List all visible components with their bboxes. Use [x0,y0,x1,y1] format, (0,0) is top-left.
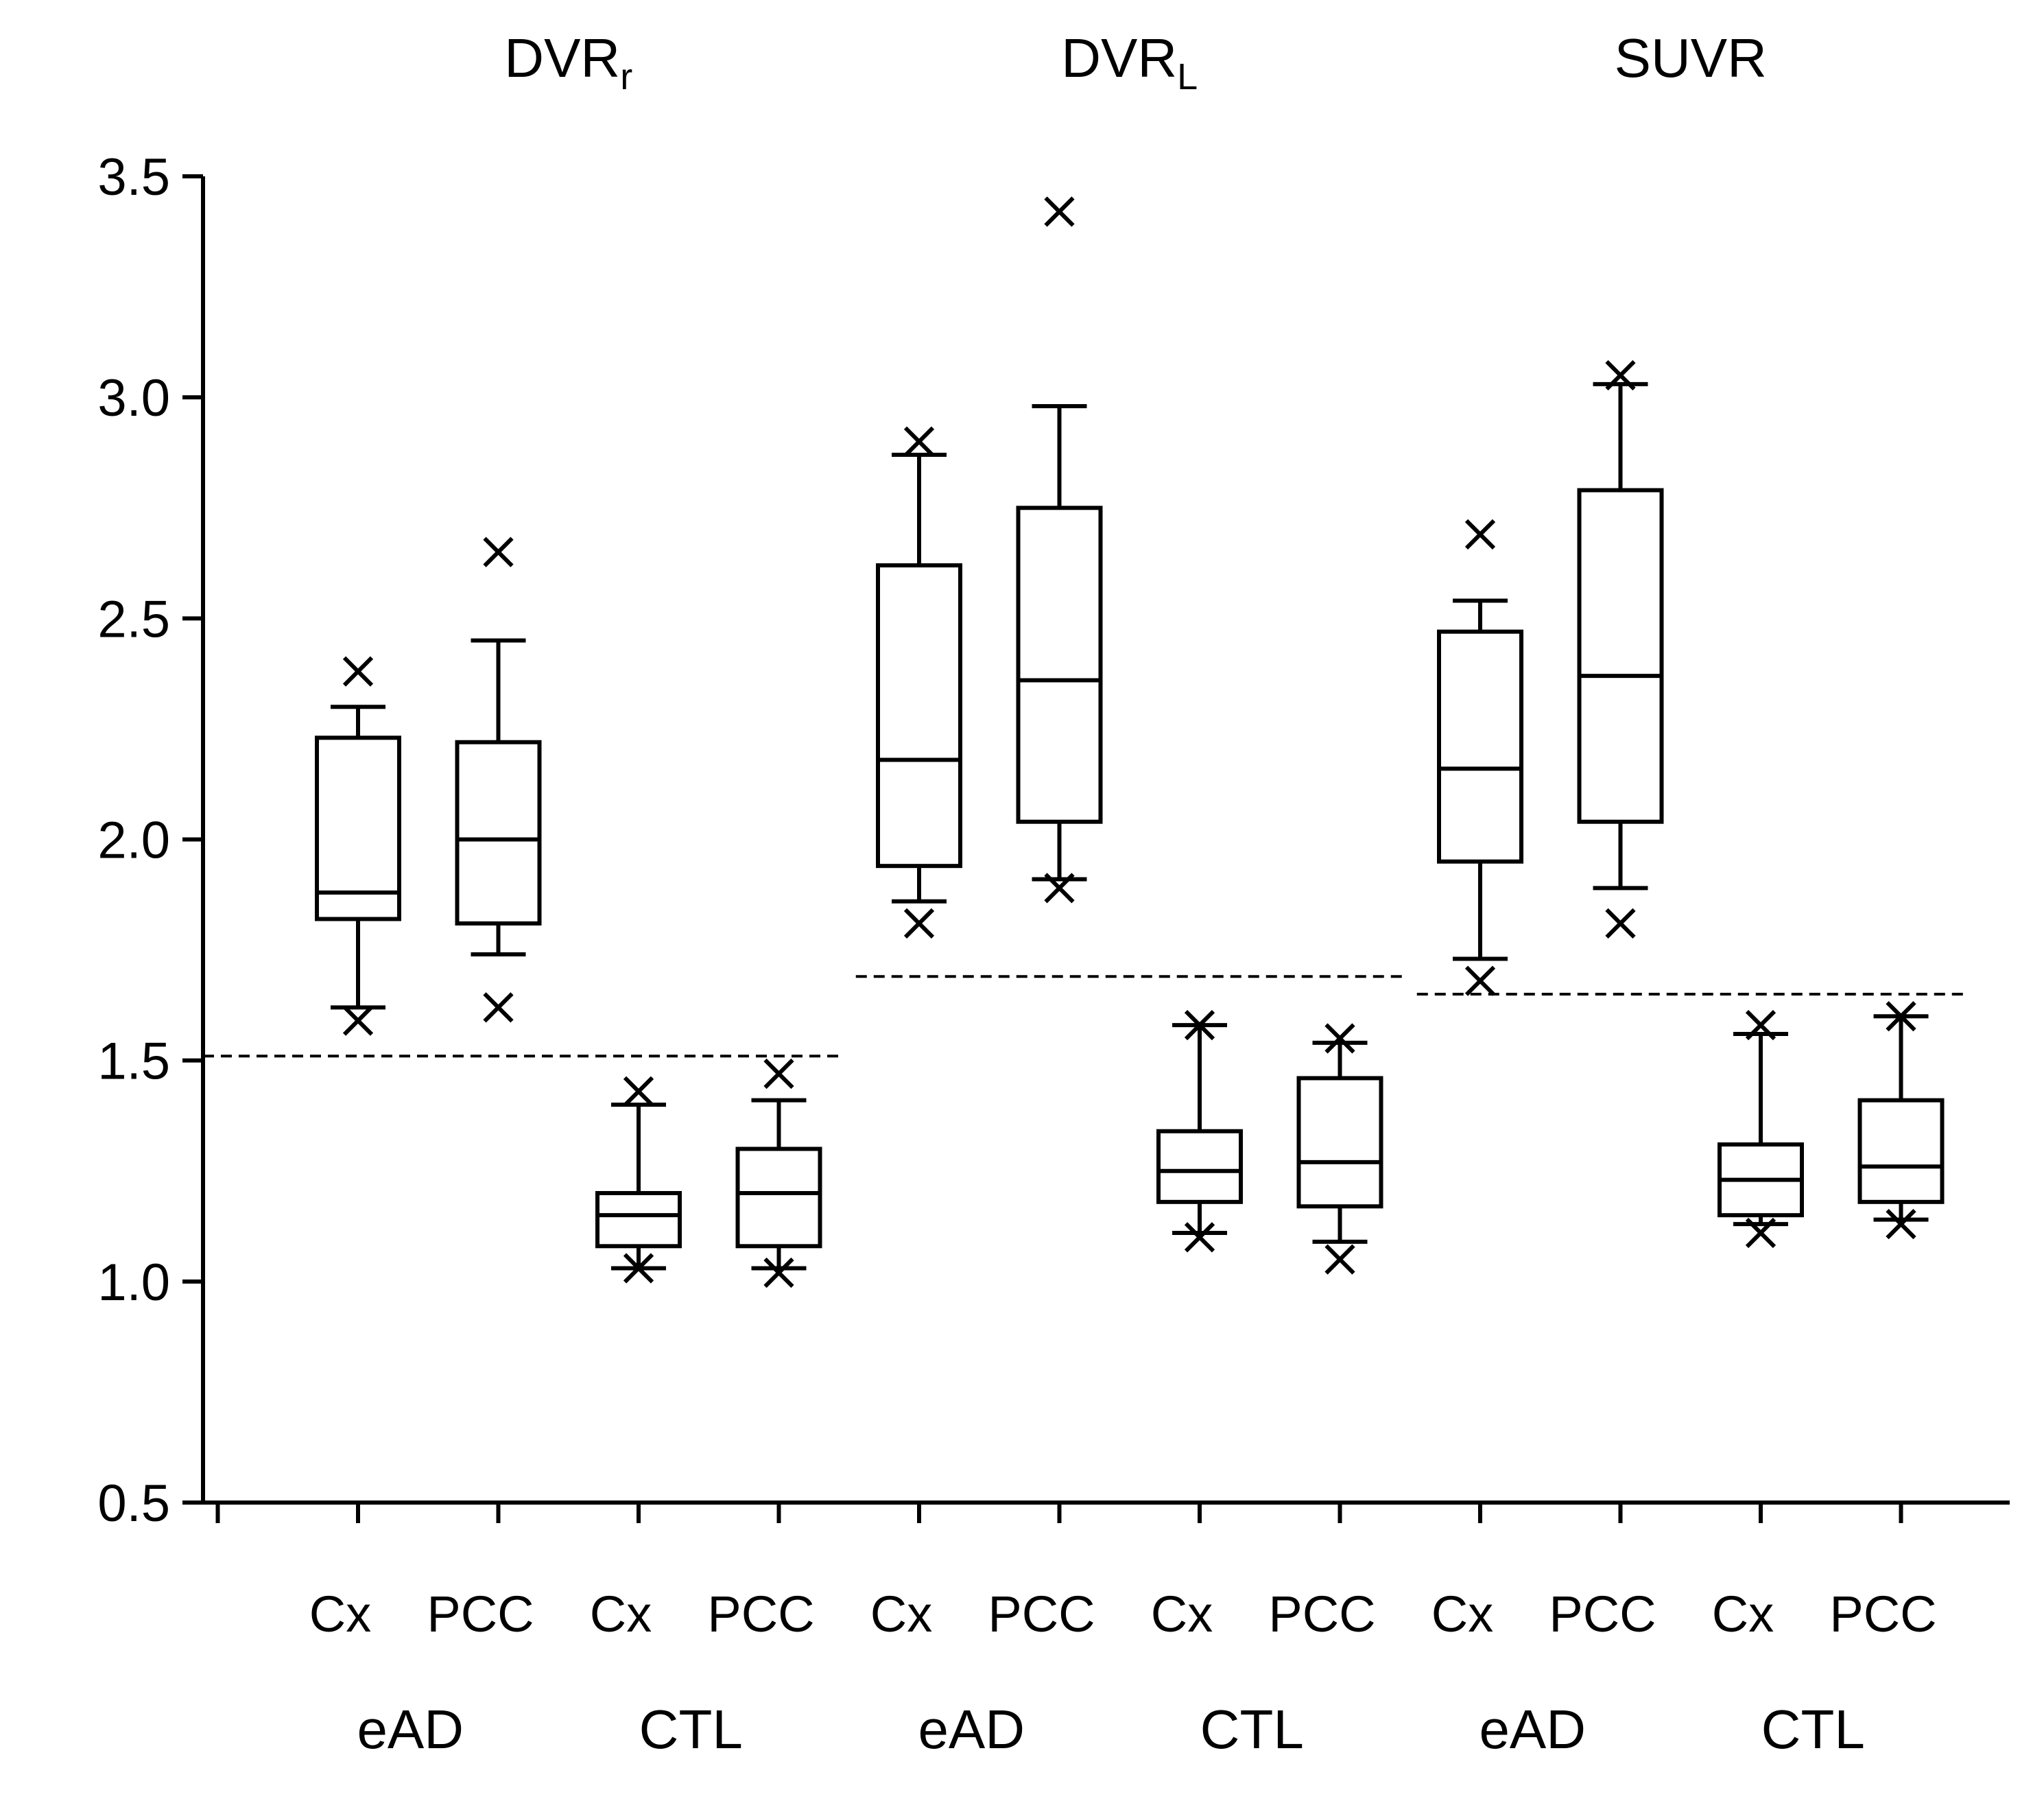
box-iqr [876,563,962,869]
box-iqr [1296,1076,1383,1209]
box-iqr [315,735,401,921]
box-plot-suvr-ead-pcc [1577,360,1664,939]
group-label: CTL [639,1699,743,1760]
group-label: CTL [1200,1699,1304,1760]
region-label: Cx [1712,1586,1774,1643]
box-iqr [595,1190,682,1249]
box-iqr [1156,1129,1243,1204]
outlier-marker [623,1076,654,1107]
box-iqr [1016,506,1103,824]
outlier-marker [1324,1023,1355,1054]
box-iqr [1437,629,1523,864]
group-label: eAD [357,1699,464,1760]
region-label: Cx [590,1586,652,1643]
outlier-marker [763,1257,794,1288]
outlier-marker [903,426,935,457]
box-plot-suvr-ctl-pcc [1857,1001,1945,1240]
outlier-marker [1184,1222,1215,1253]
group-label: CTL [1761,1699,1865,1760]
outlier-marker [1605,908,1636,939]
outlier-marker [1886,1001,1916,1032]
y-axis: 0.5 1.0 1.5 2.0 2.5 3.0 3.5 [97,148,205,1533]
y-tick-label: 1.5 [97,1033,170,1091]
y-tick-label: 0.5 [97,1474,170,1533]
box-plot-dvrl-ctl-pcc [1296,1023,1383,1275]
region-label: PCC [1268,1586,1375,1643]
y-tick-label: 3.0 [97,369,170,427]
y-tick-label: 1.0 [97,1253,170,1312]
box-plot-dvrr-ead-pcc [455,537,542,1023]
box-plot-dvrr-ctl-pcc [735,1058,822,1288]
region-label: Cx [1151,1586,1213,1643]
region-label: PCC [1549,1586,1656,1643]
box-plot-dvrl-ead-pcc [1016,196,1103,904]
outlier-marker [1184,1009,1215,1041]
outlier-marker [903,908,935,939]
box-iqr [455,740,542,926]
region-label: PCC [988,1586,1095,1643]
outlier-marker [623,1253,654,1284]
region-label: Cx [309,1586,371,1643]
outlier-marker [483,992,514,1023]
outlier-marker [342,656,374,687]
outlier-marker [483,537,514,567]
outlier-marker [1745,1217,1776,1249]
outlier-marker [1464,519,1496,550]
outlier-marker [1324,1244,1355,1275]
panel-title: SUVR [1615,27,1767,89]
box-iqr [735,1146,822,1249]
outlier-marker [1745,1009,1776,1041]
region-label: PCC [427,1586,534,1643]
region-label: PCC [707,1586,814,1643]
outlier-marker [1044,196,1075,227]
group-label: eAD [1479,1699,1586,1760]
panel-title: DVRL [1061,27,1198,97]
box-plots [315,196,1945,1288]
region-label: PCC [1829,1586,1936,1643]
outlier-marker [1044,873,1075,904]
x-axis [203,1500,2010,1523]
y-tick-label: 3.5 [97,148,170,207]
y-tick-label: 2.5 [97,590,170,648]
region-label: Cx [1431,1586,1493,1643]
threshold-lines [203,975,1964,1058]
y-tick-label: 2.0 [97,812,170,870]
panel-title: DVRr [504,27,632,97]
box-iqr [1857,1098,1945,1204]
outlier-marker [1464,965,1496,996]
box-plot-dvrl-ctl-cx [1156,1009,1243,1253]
outlier-marker [1605,360,1636,391]
box-plot-dvrr-ctl-cx [595,1076,682,1284]
box-plot-dvrr-ead-cx [315,656,401,1036]
box-plot-suvr-ctl-cx [1718,1009,1804,1249]
box-iqr [1577,488,1664,824]
outlier-marker [342,1005,374,1036]
region-label: Cx [870,1586,932,1643]
panel-titles: DVRr DVRL SUVR [504,27,1767,97]
outlier-marker [1886,1208,1916,1240]
category-labels: Cx PCC eAD Cx PCC CTL Cx PCC eAD Cx PCC CTL Cx PCC eAD… [309,1586,1937,1760]
group-label: eAD [918,1699,1025,1760]
box-plot-suvr-ead-cx [1437,519,1523,996]
outlier-marker [763,1058,794,1090]
box-plot-dvrl-ead-cx [876,426,962,939]
